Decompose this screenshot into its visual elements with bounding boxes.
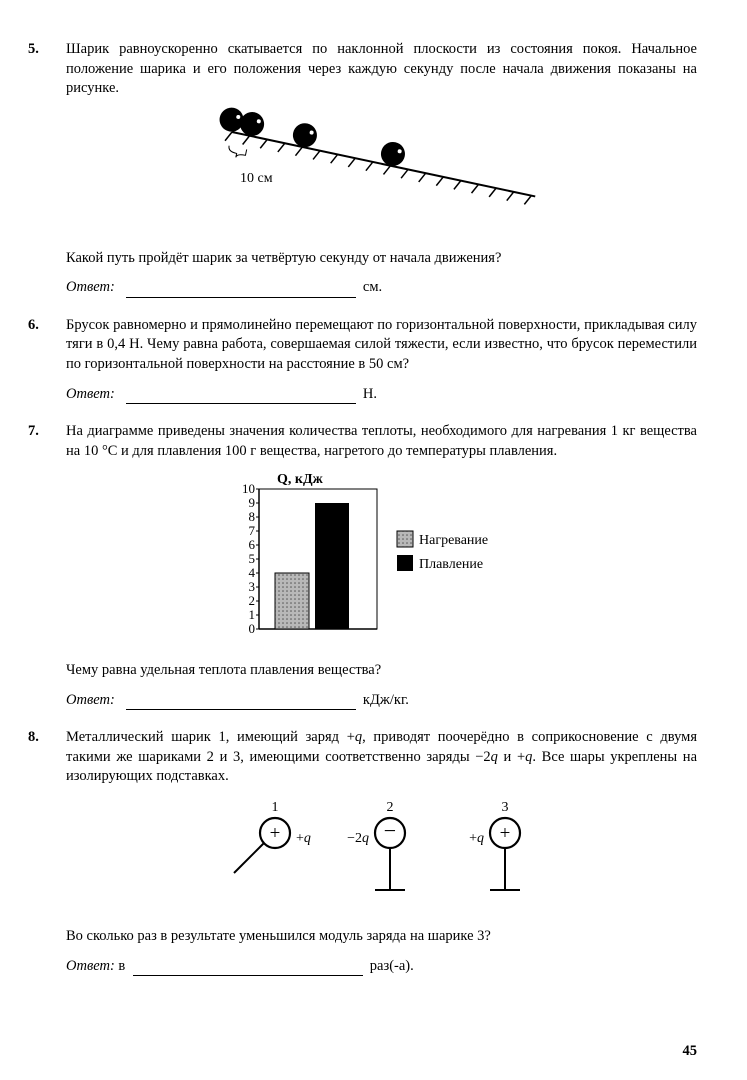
chart-y-title: Q, кДж [277,472,324,487]
answer-row: Ответ: в раз(-а). [66,957,697,977]
svg-text:8: 8 [248,509,255,524]
problem-number: 7. [28,422,66,710]
incline-label: 10 см [240,171,273,186]
answer-label: Ответ: [66,386,115,402]
problem-8: 8. Металлический шарик 1, имеющий заряд … [28,728,697,976]
svg-text:−2q: −2q [347,831,369,846]
incline-figure: 10 см [66,107,697,237]
svg-text:0: 0 [248,621,255,636]
answer-row: Ответ: см. [66,278,697,298]
problem-question: Чему равна удельная теплота плавления ве… [66,661,697,681]
svg-text:2: 2 [248,593,255,608]
svg-text:+q: +q [296,831,311,846]
problem-number: 5. [28,40,66,298]
svg-text:3: 3 [248,579,255,594]
problem-7: 7. На диаграмме приведены значения колич… [28,422,697,710]
answer-blank[interactable] [126,283,356,298]
answer-label: Ответ: [66,279,115,295]
ball-1-top: 1 [271,800,278,815]
svg-text:4: 4 [248,565,255,580]
problem-text: Брусок равномерно и прямолинейно перемещ… [66,316,697,375]
bar-chart-figure: Q, кДж 0 1 2 3 4 5 6 7 8 9 [66,469,697,649]
answer-blank[interactable] [133,961,363,976]
svg-text:6: 6 [248,537,255,552]
svg-text:9: 9 [248,495,255,510]
answer-row: Ответ: Н. [66,385,697,405]
answer-label: Ответ: [66,958,115,974]
legend-heating: Нагревание [419,533,488,548]
answer-label: Ответ: [66,692,115,708]
answer-blank[interactable] [126,695,356,710]
problem-number: 8. [28,728,66,976]
problem-text: Металлический шарик 1, имеющий заряд +q,… [66,728,697,787]
ball-2-top: 2 [386,800,393,815]
svg-text:10: 10 [242,481,255,496]
problem-6: 6. Брусок равномерно и прямолинейно пере… [28,316,697,404]
answer-unit: см. [363,279,382,295]
legend-melting: Плавление [419,557,483,572]
answer-unit: кДж/кг. [363,692,409,708]
problem-body: Брусок равномерно и прямолинейно перемещ… [66,316,697,404]
page-number: 45 [683,1042,698,1062]
problem-5: 5. Шарик равноускоренно скатывается по н… [28,40,697,298]
ball-3-top: 3 [501,800,508,815]
problem-body: На диаграмме приведены значения количест… [66,422,697,710]
problem-number: 6. [28,316,66,404]
problem-text: Шарик равноускоренно скатывается по накл… [66,40,697,99]
answer-blank[interactable] [126,389,356,404]
problem-question: Какой путь пройдёт шарик за четвёртую се… [66,249,697,269]
svg-text:5: 5 [248,551,255,566]
answer-prefix: в [118,958,125,974]
problem-text: На диаграмме приведены значения количест… [66,422,697,461]
answer-unit: раз(-а). [370,958,414,974]
svg-text:1: 1 [248,607,255,622]
problem-body: Шарик равноускоренно скатывается по накл… [66,40,697,298]
problem-question: Во сколько раз в результате уменьшился м… [66,927,697,947]
svg-text:7: 7 [248,523,255,538]
charged-balls-figure: 1 + +q 2 − −2q 3 + +q [66,795,697,915]
svg-text:+q: +q [469,831,484,846]
svg-text:+: + [499,823,510,844]
problem-body: Металлический шарик 1, имеющий заряд +q,… [66,728,697,976]
svg-text:+: + [269,823,280,844]
answer-row: Ответ: кДж/кг. [66,691,697,711]
answer-unit: Н. [363,386,377,402]
svg-text:−: − [383,818,395,843]
